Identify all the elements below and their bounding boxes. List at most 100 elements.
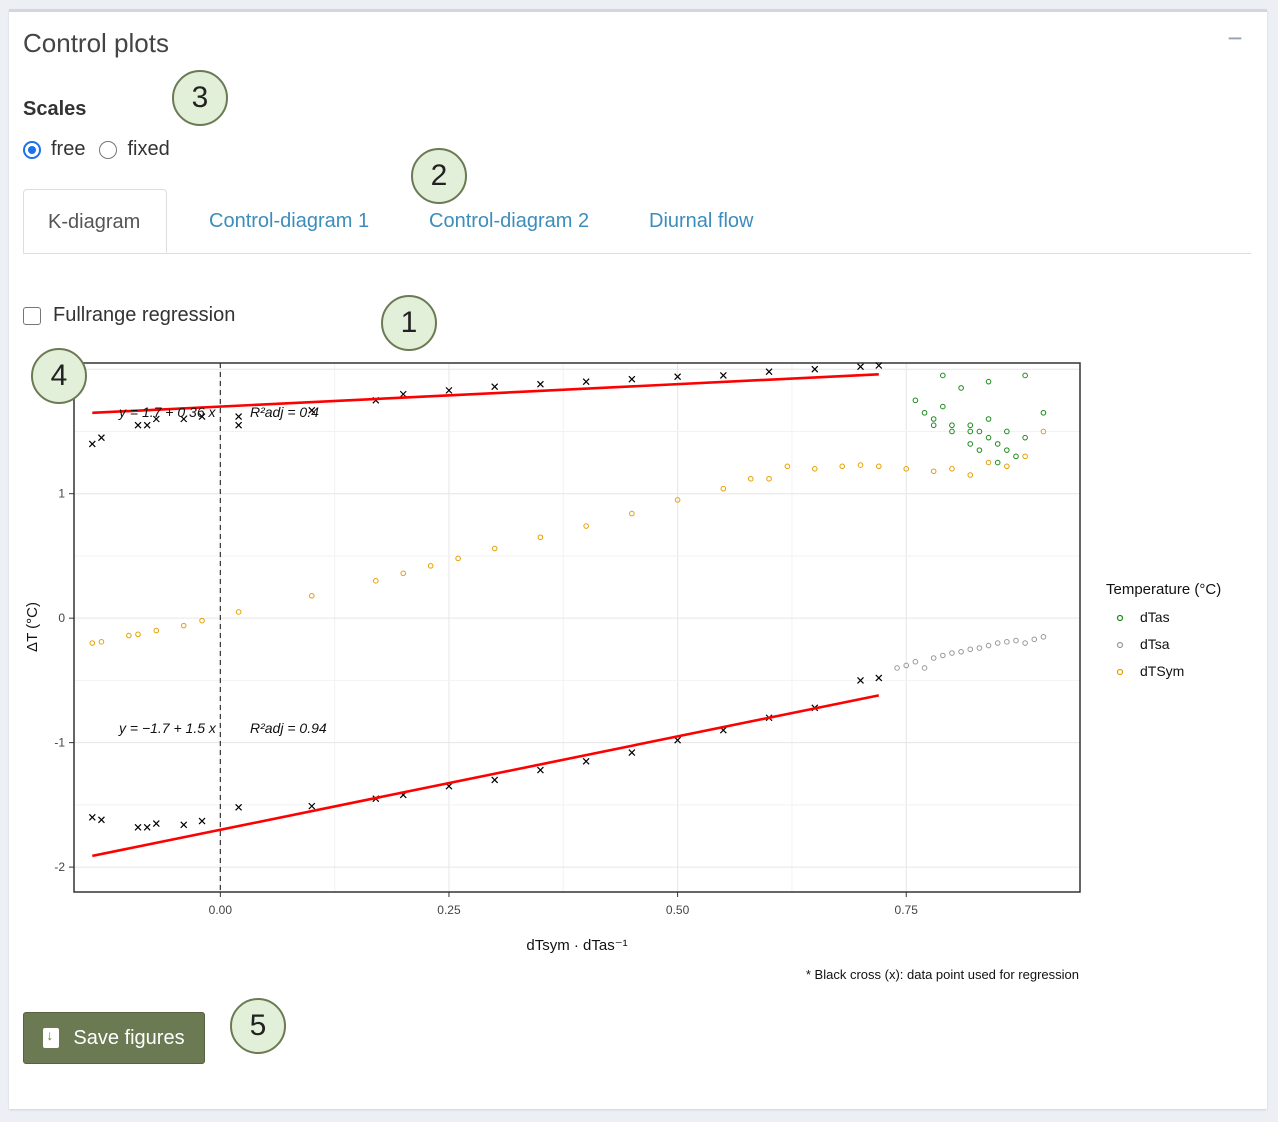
regression-point <box>536 380 544 388</box>
x-tick-label: 0.00 <box>209 903 233 917</box>
regression-point <box>308 406 316 414</box>
point-dTSym <box>455 555 461 562</box>
point-dTSym <box>930 468 937 475</box>
regression-point <box>674 373 682 381</box>
legend-key-dTsa <box>1116 641 1124 649</box>
legend-label-dTsa: dTsa <box>1140 636 1170 652</box>
regression-point <box>152 820 160 827</box>
point-dTsa <box>1040 634 1047 640</box>
plot-tabs: K-diagram Control-diagram 1 Control-diag… <box>23 189 1251 254</box>
regression-point <box>88 440 96 448</box>
point-dTSym <box>199 617 205 624</box>
legend-key-dTSym <box>1116 668 1124 676</box>
radio-free-label: free <box>51 138 86 160</box>
tab-control-diagram-2[interactable]: Control-diagram 2 <box>429 210 590 232</box>
point-dTsa <box>940 652 946 659</box>
legend-label-dTas: dTas <box>1140 609 1170 625</box>
x-axis-label: dTsym · dTas⁻¹ <box>526 937 627 954</box>
regression-point <box>235 803 243 811</box>
point-dTas <box>967 441 974 447</box>
point-dTSym <box>857 462 864 468</box>
point-dTas <box>967 422 974 429</box>
point-dTSym <box>400 570 407 577</box>
point-dTSym <box>1004 463 1010 470</box>
point-dTas <box>1040 409 1047 416</box>
x-tick-label: 0.50 <box>666 903 690 917</box>
annotation-badge-3: 3 <box>172 70 228 126</box>
x-tick-label: 0.25 <box>437 903 461 917</box>
regression-point <box>198 817 206 825</box>
point-dTas <box>994 441 1001 447</box>
point-dTsa <box>1004 639 1010 645</box>
point-dTSym <box>135 631 141 638</box>
point-dTas <box>994 459 1001 466</box>
regression-point <box>143 823 151 831</box>
point-dTsa <box>1013 637 1019 644</box>
regression-equation: y = −1.7 + 1.5 x <box>118 720 217 736</box>
radio-fixed[interactable]: fixed <box>99 138 170 161</box>
regression-point <box>198 413 206 420</box>
point-dTSym <box>1022 453 1028 460</box>
radio-free[interactable]: free <box>23 138 85 161</box>
y-tick-label: -2 <box>54 860 65 874</box>
point-dTSym <box>629 510 635 517</box>
y-axis-label: ΔT (°C) <box>24 602 41 652</box>
regression-point <box>628 749 636 757</box>
regression-point <box>308 802 316 810</box>
regression-point <box>857 363 864 371</box>
chart-grid <box>74 363 1080 892</box>
x-tick-label: 0.75 <box>895 903 919 917</box>
fullrange-regression-checkbox[interactable] <box>23 306 41 325</box>
regression-point <box>98 816 105 824</box>
point-dTsa <box>976 645 983 651</box>
tab-control-diagram-1[interactable]: Control-diagram 1 <box>209 210 370 232</box>
point-dTas <box>985 378 992 385</box>
tab-diurnal-flow[interactable]: Diurnal flow <box>649 210 754 232</box>
annotation-badge-5: 5 <box>230 998 286 1054</box>
regression-point <box>491 383 499 391</box>
point-dTSym <box>784 463 791 470</box>
regression-point <box>180 821 188 829</box>
point-dTas <box>1022 434 1028 441</box>
regression-r2: R²adj = 0.4 <box>250 404 319 420</box>
fullrange-regression-label: Fullrange regression <box>53 304 236 326</box>
point-dTas <box>930 416 937 422</box>
point-dTSym <box>180 622 187 629</box>
point-dTSym <box>985 459 992 466</box>
point-dTSym <box>373 578 379 584</box>
point-dTSym <box>89 640 96 646</box>
regression-point <box>811 365 819 373</box>
k-diagram-chart: y = 1.7 + 0.36 x R²adj = 0.4 y = −1.7 + 1.… <box>24 362 1221 982</box>
point-dTas <box>921 409 928 416</box>
annotation-badge-2: 2 <box>411 148 467 204</box>
panel-title: Control plots <box>23 28 169 58</box>
point-dTSym <box>583 523 589 529</box>
regression-point <box>152 415 160 423</box>
point-dTas <box>1004 428 1010 435</box>
point-dTSym <box>1040 428 1047 435</box>
save-figures-button[interactable]: Save figures <box>23 1012 205 1064</box>
legend-key-dTas <box>1116 614 1124 622</box>
point-dTas <box>1022 372 1028 379</box>
radio-free-button[interactable] <box>23 140 41 159</box>
fullrange-regression-option[interactable]: Fullrange regression <box>23 304 235 327</box>
point-dTsa <box>1031 636 1038 643</box>
regression-point <box>445 386 453 394</box>
regression-point <box>134 421 142 429</box>
regression-point <box>235 421 243 429</box>
point-dTas <box>958 385 964 391</box>
radio-fixed-button[interactable] <box>99 140 118 159</box>
point-dTas <box>967 428 974 435</box>
point-dTsa <box>985 642 992 649</box>
point-dTSym <box>126 632 132 639</box>
legend-title: Temperature (°C) <box>1106 581 1221 598</box>
tab-k-diagram[interactable]: K-diagram <box>23 189 167 253</box>
point-dTsa <box>903 662 910 669</box>
point-dTSym <box>720 485 727 492</box>
point-dTsa <box>912 658 919 665</box>
y-tick-label: 1 <box>58 487 65 501</box>
collapse-icon[interactable]: − <box>1227 23 1243 53</box>
radio-fixed-label: fixed <box>127 138 170 160</box>
regression-point <box>536 766 544 774</box>
regression-point <box>134 823 142 831</box>
